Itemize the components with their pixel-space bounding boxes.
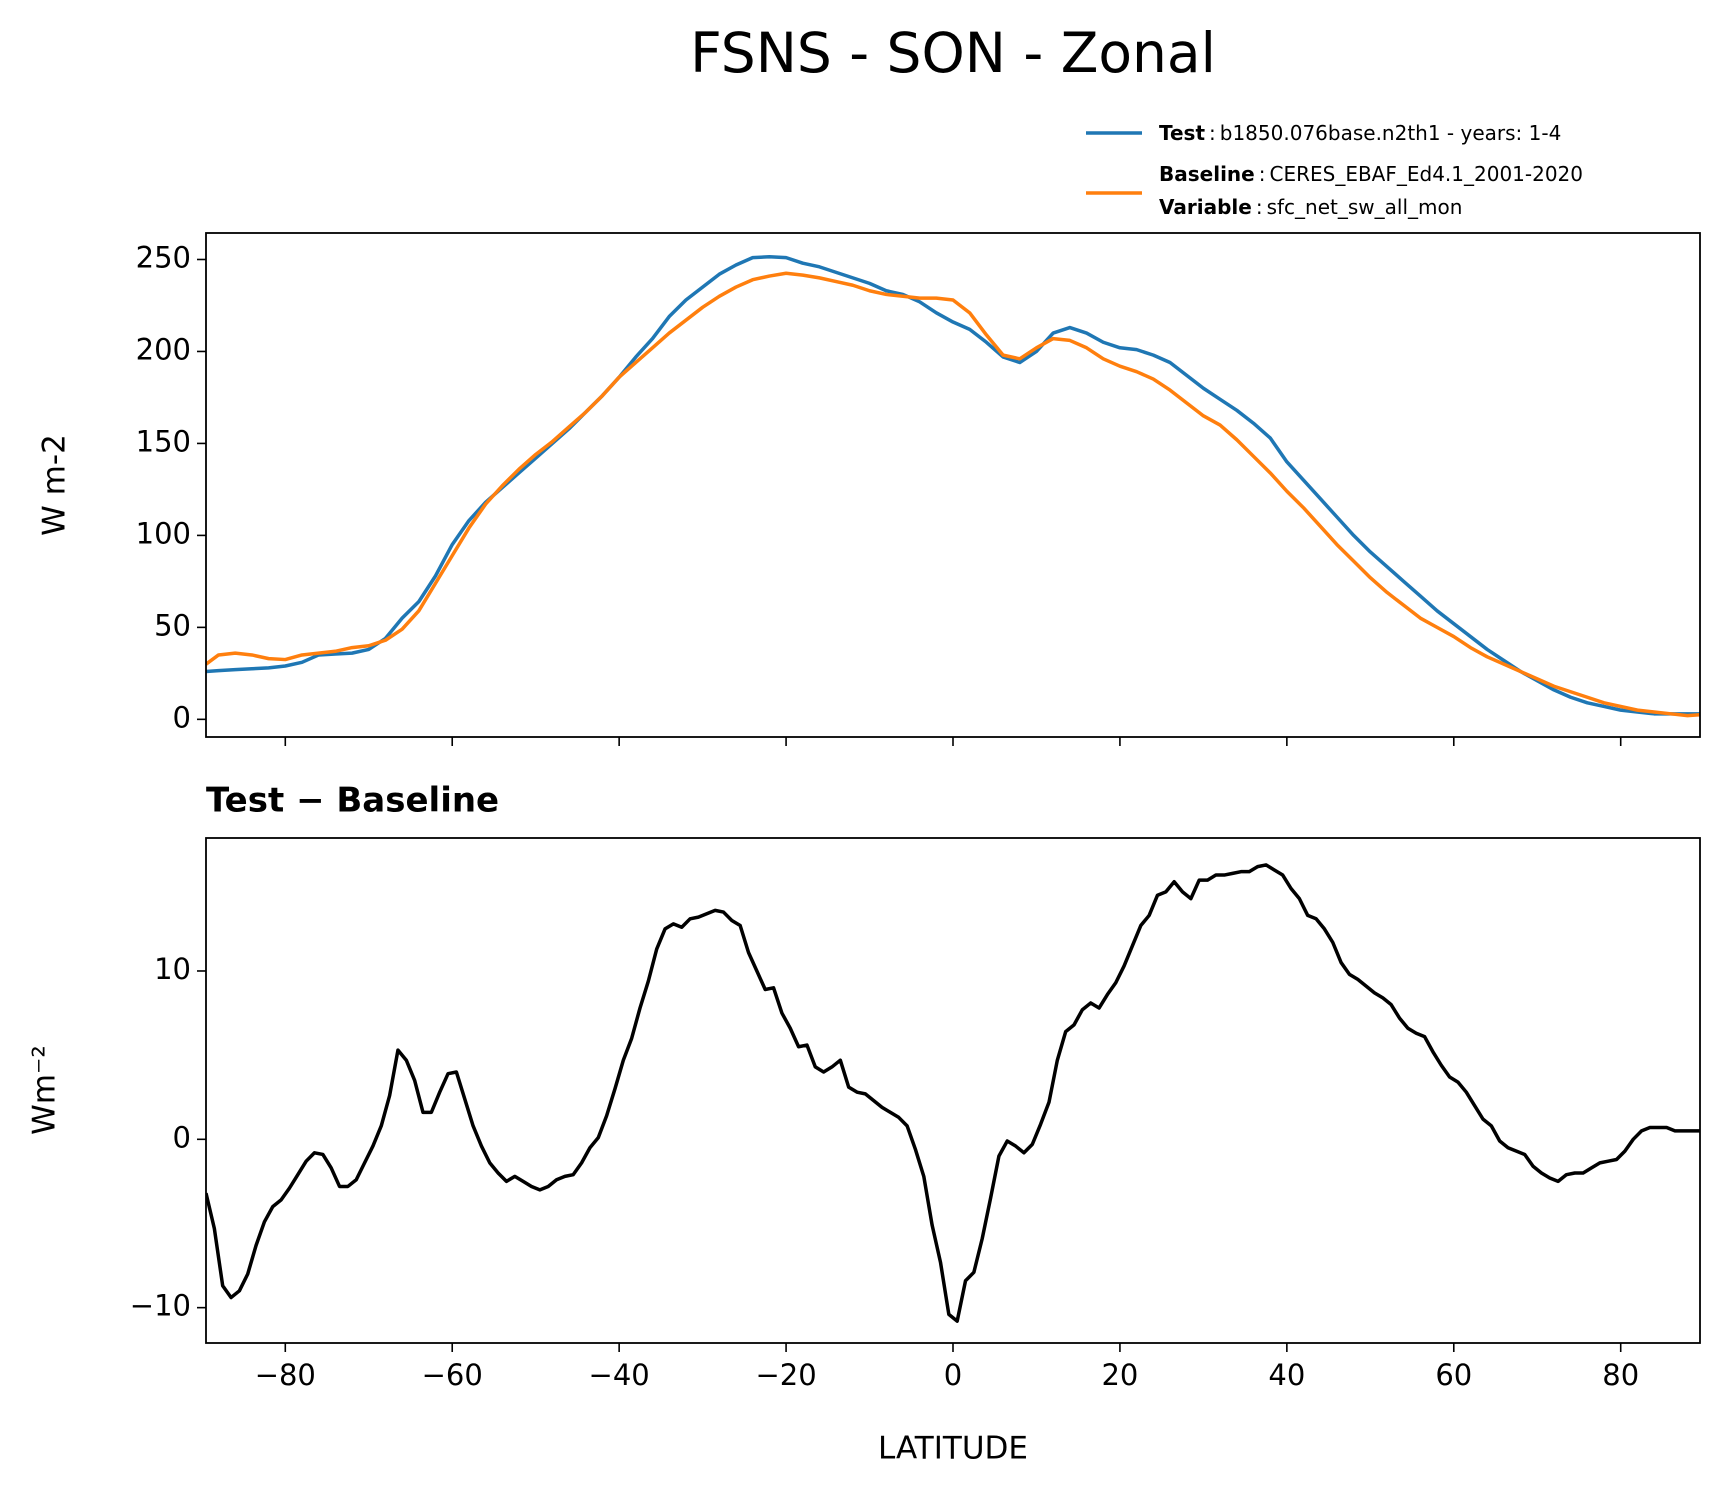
legend-entry: Variable: sfc_net_sw_all_mon [1159, 195, 1462, 219]
line [206, 254, 1700, 716]
y-tick-label: 50 [154, 608, 191, 642]
legend: Test: b1850.076base.n2th1 - years: 1-4 Ba… [1086, 121, 1583, 219]
x-tick-label: −20 [755, 1358, 816, 1392]
legend-separator: : [1259, 162, 1266, 186]
y-tick-label: 10 [154, 952, 191, 986]
x-tick-label: −80 [255, 1358, 316, 1392]
y-tick-label: 250 [136, 240, 191, 274]
line [206, 863, 1700, 1323]
y-tick-label: 100 [136, 516, 191, 550]
legend-description: sfc_net_sw_all_mon [1267, 195, 1463, 219]
x-tick-label: −60 [422, 1358, 483, 1392]
line [206, 271, 1700, 718]
legend-separator: : [1256, 195, 1263, 219]
x-tick-label: 20 [1101, 1358, 1138, 1392]
y-tick-label: 150 [136, 424, 191, 458]
x-tick-label: 80 [1602, 1358, 1639, 1392]
x-tick-label: 0 [944, 1358, 962, 1392]
figure-title: FSNS - SON - Zonal [690, 21, 1216, 85]
x-tick-label: 40 [1268, 1358, 1305, 1392]
y-axis-label: W m-2 [37, 434, 73, 536]
legend-description: b1850.076base.n2th1 - years: 1-4 [1220, 121, 1562, 145]
plot-frame [205, 232, 1701, 738]
x-axis-label: LATITUDE [878, 1431, 1028, 1467]
legend-name: Baseline [1159, 162, 1255, 186]
y-axis-label: Wm⁻² [27, 1045, 63, 1135]
y-tick-label: −10 [130, 1289, 191, 1323]
legend-name: Test [1159, 121, 1205, 145]
legend-name: Variable [1159, 195, 1252, 219]
subplot-title: Test − Baseline [206, 781, 499, 821]
y-tick-label: 200 [136, 332, 191, 366]
legend-description: CERES_EBAF_Ed4.1_2001-2020 [1269, 162, 1583, 186]
x-tick-label: −40 [589, 1358, 650, 1392]
x-tick-label: 60 [1435, 1358, 1472, 1392]
y-tick-label: 0 [173, 1120, 191, 1154]
legend-separator: : [1209, 121, 1216, 145]
y-tick-label: 0 [173, 700, 191, 734]
plot-frame [205, 837, 1701, 1344]
legend-entry: Baseline: CERES_EBAF_Ed4.1_2001-2020 [1159, 162, 1583, 186]
legend-entry: Test: b1850.076base.n2th1 - years: 1-4 [1159, 121, 1561, 145]
